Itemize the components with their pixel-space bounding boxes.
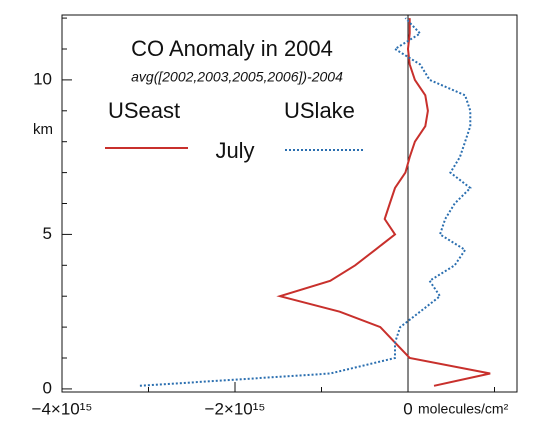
x-tick-label: −4×10¹⁵ <box>32 399 93 418</box>
y-tick-label: 0 <box>43 378 52 397</box>
data-line <box>276 18 491 387</box>
chart-subtitle: avg([2002,2003,2005,2006])-2004 <box>131 69 343 85</box>
y-tick-label: 10 <box>33 69 52 88</box>
y-axis-label: km <box>33 121 53 138</box>
legend-label: USeast <box>108 98 180 123</box>
chart-title: CO Anomaly in 2004 <box>131 36 333 61</box>
x-tick-label: −2×10¹⁵ <box>205 399 266 418</box>
x-axis-label: molecules/cm² <box>418 401 509 417</box>
data-line <box>139 17 472 387</box>
x-tick-label: 0 <box>403 399 412 418</box>
y-tick-label: 5 <box>43 224 52 243</box>
annotation: July <box>215 138 254 163</box>
legend-label: USlake <box>284 98 355 123</box>
